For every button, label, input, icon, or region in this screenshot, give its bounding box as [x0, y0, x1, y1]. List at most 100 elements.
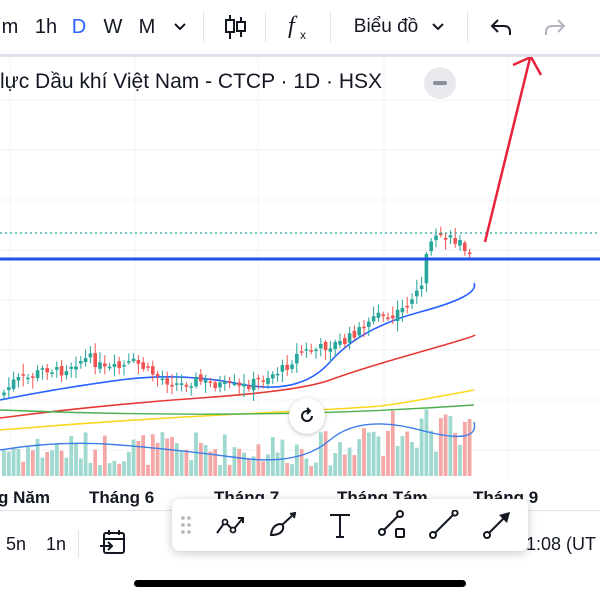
toolbar-divider — [330, 12, 331, 42]
volume-bar — [21, 461, 26, 476]
candle — [223, 381, 227, 384]
candle — [386, 317, 390, 319]
candle — [443, 237, 448, 240]
candle — [405, 306, 409, 308]
candle — [160, 378, 165, 381]
volume-bar — [194, 432, 198, 476]
candle — [175, 383, 179, 385]
candle — [21, 374, 25, 376]
candle — [107, 366, 112, 369]
text-tool-icon[interactable] — [324, 509, 356, 541]
candle — [208, 381, 213, 383]
candle — [136, 360, 141, 364]
chevron-down-icon[interactable] — [428, 12, 448, 42]
drag-handle-icon[interactable] — [176, 509, 196, 541]
candle — [232, 383, 237, 386]
volume-ma-line — [0, 421, 476, 461]
candle — [16, 376, 21, 381]
candle — [439, 232, 443, 236]
interval-week[interactable]: W — [103, 15, 123, 38]
toolbar-divider — [467, 12, 468, 42]
interval-minutes[interactable]: m — [1, 15, 19, 38]
volume-bar — [376, 436, 381, 476]
redo-icon[interactable] — [542, 12, 568, 42]
path-tool-icon[interactable] — [376, 509, 408, 541]
candle — [79, 360, 83, 364]
candlestick-icon[interactable] — [222, 12, 248, 42]
volume-bar — [40, 457, 45, 476]
line-tool-icon[interactable] — [428, 509, 460, 541]
volume-bar — [333, 453, 338, 476]
volume-bar — [189, 460, 194, 476]
trend-line-icon[interactable] — [214, 509, 246, 541]
volume-bar — [390, 410, 395, 476]
arrow-tool-icon[interactable] — [482, 509, 514, 541]
volume-bar — [467, 419, 472, 476]
candle — [410, 299, 414, 304]
candle — [299, 351, 304, 353]
volume-bar — [174, 443, 179, 476]
volume-bar — [160, 432, 165, 476]
candle — [50, 372, 54, 374]
volume-bar — [165, 438, 170, 476]
candle — [290, 364, 294, 369]
volume-bar — [6, 451, 11, 476]
candle — [88, 353, 93, 358]
calendar-goto-icon[interactable] — [98, 528, 128, 563]
timezone-clock[interactable]: 1:08 (UT — [526, 534, 597, 554]
candle — [40, 368, 45, 370]
volume-bar — [11, 448, 16, 476]
chart-type-menu[interactable]: Biểu đồ — [353, 16, 419, 37]
candle — [338, 340, 342, 345]
range-1-year[interactable]: 1n — [46, 534, 67, 554]
volume-bar — [184, 449, 189, 476]
volume-bar — [266, 454, 270, 476]
interval-day[interactable]: D — [71, 15, 87, 38]
candle — [391, 315, 395, 319]
candle — [309, 350, 313, 352]
brush-icon[interactable] — [268, 509, 300, 541]
candle — [463, 242, 467, 252]
candle — [83, 358, 88, 363]
candle — [458, 239, 462, 246]
interval-1h[interactable]: 1h — [34, 15, 58, 38]
symbol-legend[interactable]: lực Dầu khí Việt Nam - CTCP · 1D · HSX — [0, 70, 383, 93]
candle — [151, 366, 155, 375]
volume-bar — [280, 439, 285, 476]
volume-bar — [251, 456, 256, 476]
candle — [434, 235, 438, 240]
candle — [448, 235, 453, 238]
range-5-years[interactable]: 5n — [6, 534, 27, 554]
volume-bar — [218, 465, 222, 476]
volume-bar — [126, 451, 131, 476]
candle — [304, 349, 309, 351]
candle — [170, 384, 174, 387]
candle — [367, 321, 371, 327]
volume-bar — [366, 432, 371, 476]
candle — [343, 338, 347, 345]
chevron-down-icon[interactable] — [170, 12, 190, 42]
volume-bar — [155, 442, 160, 476]
volume-bar — [414, 447, 419, 476]
volume-bar — [203, 445, 208, 476]
toolbar-border — [0, 54, 600, 57]
candle — [467, 252, 472, 255]
candle — [122, 364, 126, 367]
volume-bar — [448, 416, 453, 476]
indicators-fx-icon[interactable]: f x — [285, 12, 313, 42]
volume-bar — [462, 421, 467, 476]
candle — [103, 363, 107, 367]
volume-bar — [419, 418, 424, 476]
interval-month[interactable]: M — [138, 15, 156, 38]
volume-bar — [314, 462, 318, 476]
candle — [357, 327, 361, 336]
volume-bar — [45, 451, 50, 476]
candle — [251, 378, 256, 391]
undo-icon[interactable] — [488, 12, 514, 42]
volume-bar — [83, 432, 88, 476]
collapse-legend-button[interactable] — [424, 67, 456, 99]
volume-bar — [357, 439, 362, 476]
volume-bar — [232, 447, 237, 476]
reset-chart-button[interactable] — [289, 398, 325, 434]
volume-bar — [16, 448, 21, 476]
